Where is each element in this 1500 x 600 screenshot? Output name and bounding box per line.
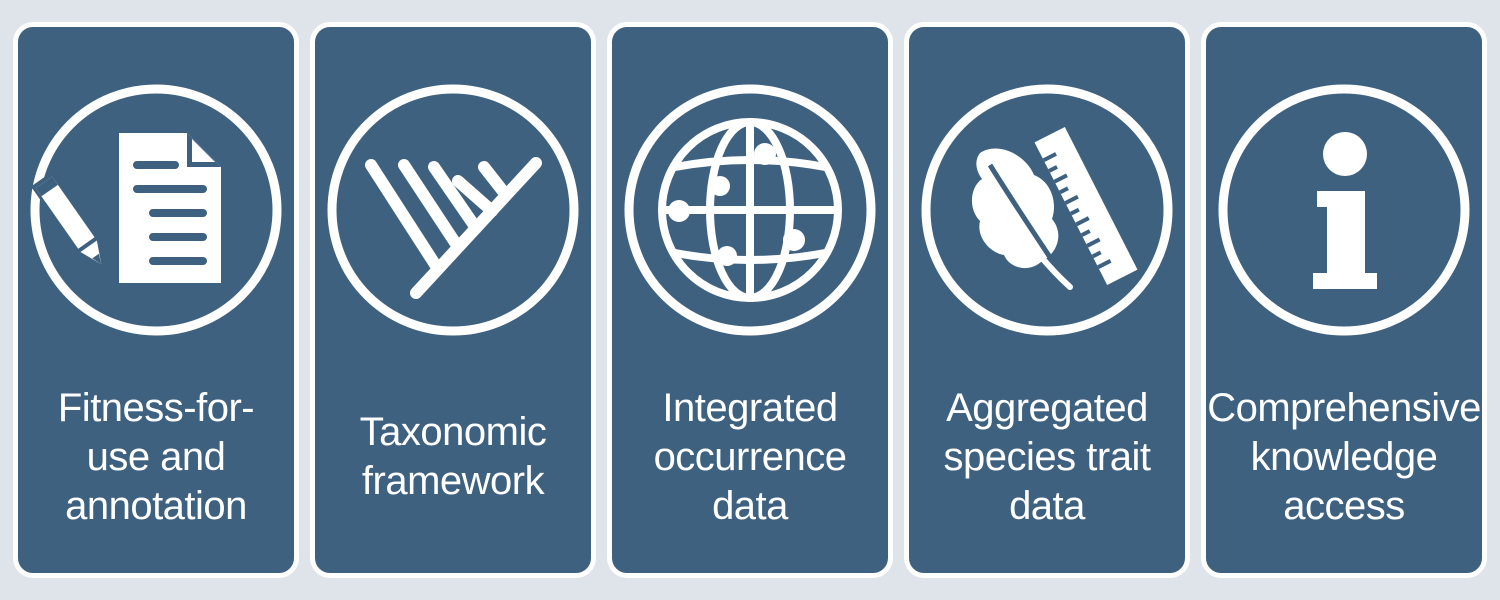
- card-label: Taxonomic framework: [315, 357, 591, 557]
- globe-occurrence-icon: [623, 83, 877, 337]
- card-label: Aggregated species trait data: [909, 357, 1185, 557]
- card-label: Fitness-for- use and annotation: [18, 357, 294, 557]
- pillar-cards: Fitness-for- use and annotation Taxonomi…: [13, 22, 1489, 578]
- info-icon: [1217, 83, 1471, 337]
- card-label: Integrated occurrence data: [612, 357, 888, 557]
- card-label-text: Integrated occurrence data: [653, 385, 847, 528]
- document-pencil-icon: [29, 83, 283, 337]
- card-label-text: Taxonomic framework: [359, 410, 547, 503]
- phylogenetic-tree-icon: [326, 83, 580, 337]
- card-label: Comprehensive knowledge access: [1206, 357, 1482, 557]
- card-species-trait-data: Aggregated species trait data: [904, 22, 1190, 578]
- card-label-text: Aggregated species trait data: [943, 385, 1151, 528]
- card-fitness-for-use: Fitness-for- use and annotation: [13, 22, 299, 578]
- card-knowledge-access: Comprehensive knowledge access: [1201, 22, 1487, 578]
- card-label-text: Fitness-for- use and annotation: [57, 385, 255, 528]
- leaf-ruler-icon: [920, 83, 1174, 337]
- card-occurrence-data: Integrated occurrence data: [607, 22, 893, 578]
- card-label-text: Comprehensive knowledge access: [1207, 385, 1481, 528]
- card-taxonomic-framework: Taxonomic framework: [310, 22, 596, 578]
